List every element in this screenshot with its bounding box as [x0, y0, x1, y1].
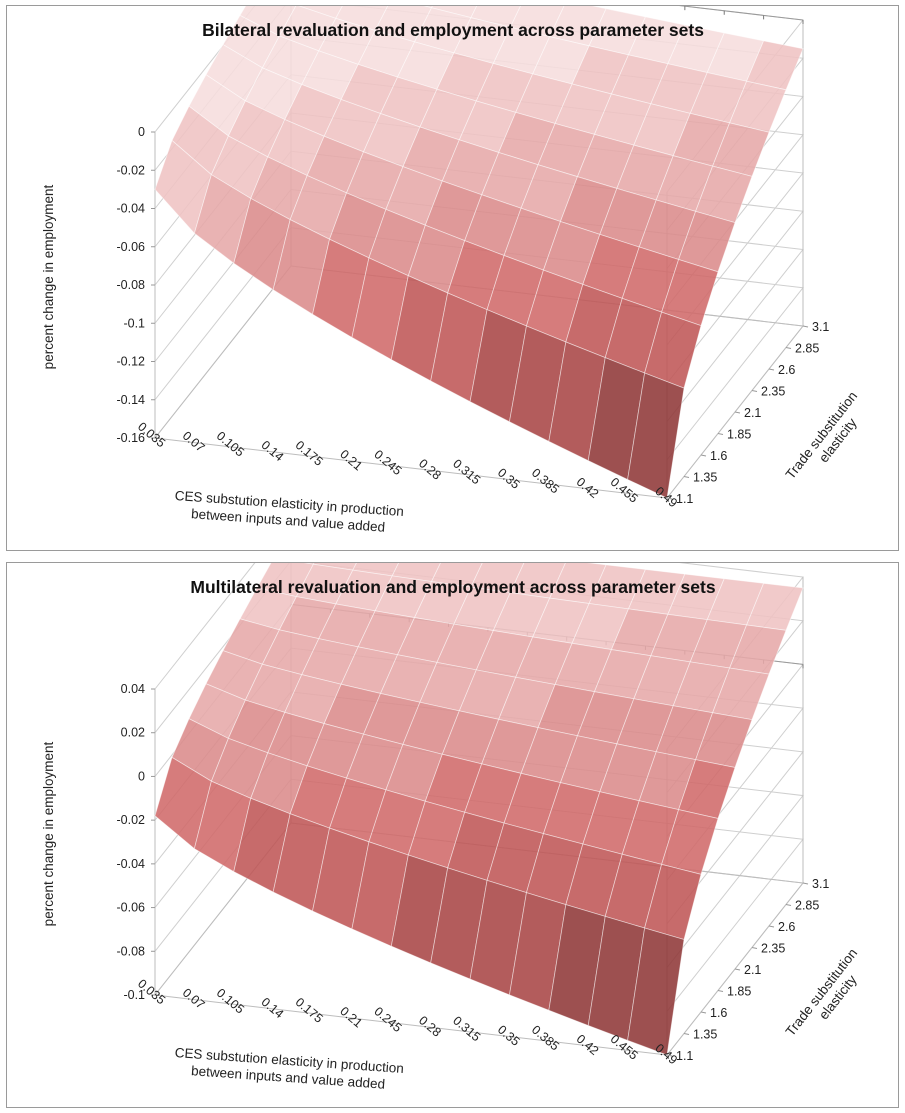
- z-axis-label: percent change in employment: [41, 184, 56, 369]
- x-tick-label: 0.315: [450, 1013, 483, 1044]
- y-tick-label: 2.1: [744, 963, 761, 977]
- x-tick-label: 0.35: [495, 1022, 523, 1048]
- x-tick-label: 0.07: [180, 429, 208, 455]
- surface-chart-bilateral: Bilateral revaluation and employment acr…: [41, 6, 873, 536]
- y-tick-mark: [700, 1011, 707, 1014]
- y-tick-label: 3.1: [812, 320, 829, 334]
- chart-title: Bilateral revaluation and employment acr…: [202, 20, 704, 40]
- x-tick-label: 0.245: [371, 447, 404, 478]
- y-tick-label: 2.6: [778, 363, 795, 377]
- z-tick-label: -0.02: [117, 163, 146, 177]
- z-tick-label: -0.14: [117, 393, 146, 407]
- x-tick-label: 0.28: [416, 456, 444, 482]
- chart-panel-multilateral: Multilateral revaluation and employment …: [6, 562, 899, 1108]
- y-tick-mark: [734, 968, 741, 971]
- y-tick-label: 1.35: [693, 471, 717, 485]
- y-tick-label: 1.85: [727, 985, 751, 999]
- y-tick-mark: [802, 882, 809, 885]
- x-tick-label: 0.105: [214, 986, 247, 1017]
- z-tick-label: -0.1: [123, 988, 145, 1002]
- y-tick-mark: [785, 347, 792, 349]
- x-tick-label: 0.35: [495, 465, 523, 491]
- chart-title: Multilateral revaluation and employment …: [190, 577, 715, 597]
- z-axis-label: percent change in employment: [41, 741, 56, 926]
- x-tick-label: 0.315: [450, 456, 483, 487]
- y-tick-mark: [734, 411, 741, 414]
- y-tick-label: 1.35: [693, 1028, 717, 1042]
- y-tick-mark: [666, 1054, 673, 1057]
- x-tick-label: 0.21: [337, 1004, 365, 1030]
- z-tick-label: -0.06: [117, 240, 146, 254]
- z-tick-label: 0.04: [121, 682, 145, 696]
- x-tick-label: 0.21: [337, 447, 365, 473]
- y-tick-label: 1.6: [710, 1006, 727, 1020]
- y-tick-label: 1.1: [676, 1049, 693, 1063]
- z-tick-label: 0.02: [121, 726, 145, 740]
- y-tick-label: 2.85: [795, 342, 819, 356]
- y-tick-mark: [751, 390, 758, 392]
- y-tick-mark: [751, 947, 758, 949]
- y-axis-label: Trade substitutionelasticity: [783, 389, 873, 492]
- y-tick-mark: [666, 497, 673, 500]
- y-axis-label: Trade substitutionelasticity: [783, 946, 873, 1049]
- y-tick-labels: 1.11.35 1.61.85 2.12.35 2.62.85 3.1: [666, 320, 829, 506]
- x-tick-label: 0.28: [416, 1013, 444, 1039]
- y-tick-label: 1.85: [727, 428, 751, 442]
- x-tick-label: 0.42: [574, 475, 602, 501]
- y-tick-mark: [768, 925, 775, 928]
- z-tick-label: -0.06: [117, 901, 146, 915]
- zero-plane-line: [679, 6, 804, 24]
- z-tick-label: -0.04: [117, 857, 146, 871]
- z-tick-label: 0: [138, 125, 145, 139]
- y-tick-mark: [717, 990, 724, 992]
- y-tick-label: 2.35: [761, 385, 785, 399]
- x-tick-label: 0.14: [259, 995, 287, 1021]
- surface-cell: [627, 372, 685, 499]
- x-tick-label: 0.14: [259, 438, 287, 464]
- z-tick-label: -0.12: [117, 355, 146, 369]
- y-tick-mark: [717, 433, 724, 435]
- z-tick-label: -0.02: [117, 813, 146, 827]
- surface-chart-multilateral: Multilateral revaluation and employment …: [41, 563, 873, 1093]
- y-tick-mark: [802, 325, 809, 328]
- y-tick-mark: [785, 904, 792, 906]
- x-axis-label: CES substution elasticity in productionb…: [173, 488, 404, 536]
- z-tick-labels: 0.04 0.02 0 -0.02 -0.04 -0.06 -0.08 -0.1: [117, 682, 155, 1002]
- chart-panel-bilateral: Bilateral revaluation and employment acr…: [6, 5, 899, 551]
- y-tick-label: 2.6: [778, 920, 795, 934]
- x-tick-label: 0.175: [293, 438, 326, 469]
- x-tick-label: 0.175: [293, 995, 326, 1026]
- y-tick-label: 1.6: [710, 449, 727, 463]
- surface: [154, 563, 804, 1056]
- y-tick-label: 2.1: [744, 406, 761, 420]
- x-tick-label: 0.105: [214, 429, 247, 460]
- z-tick-label: -0.08: [117, 278, 146, 292]
- x-tick-label: 0.245: [371, 1004, 404, 1035]
- surface-cell: [627, 927, 685, 1056]
- surface: [154, 6, 804, 499]
- z-tick-label: 0: [138, 769, 145, 783]
- y-tick-label: 2.85: [795, 899, 819, 913]
- x-tick-label: 0.385: [529, 466, 562, 497]
- z-tick-label: -0.16: [117, 431, 146, 445]
- y-tick-mark: [683, 1033, 690, 1035]
- y-tick-mark: [768, 368, 775, 371]
- y-tick-mark: [700, 454, 707, 457]
- z-tick-label: -0.04: [117, 202, 146, 216]
- x-tick-label: 0.07: [180, 986, 208, 1012]
- y-tick-label: 3.1: [812, 877, 829, 891]
- z-tick-label: -0.08: [117, 944, 146, 958]
- z-tick-labels: 0 -0.02 -0.04 -0.06 -0.08 -0.1 -0.12 -0.14 -0.16: [117, 125, 155, 445]
- x-axis-label: CES substution elasticity in productionb…: [173, 1045, 404, 1093]
- y-tick-label: 2.35: [761, 942, 785, 956]
- z-tick-label: -0.1: [123, 316, 145, 330]
- y-tick-label: 1.1: [676, 492, 693, 506]
- x-tick-label: 0.42: [574, 1032, 602, 1058]
- x-tick-label: 0.385: [529, 1023, 562, 1054]
- y-tick-mark: [683, 476, 690, 478]
- y-tick-labels: 1.11.35 1.61.85 2.12.35 2.62.85 3.1: [666, 877, 829, 1063]
